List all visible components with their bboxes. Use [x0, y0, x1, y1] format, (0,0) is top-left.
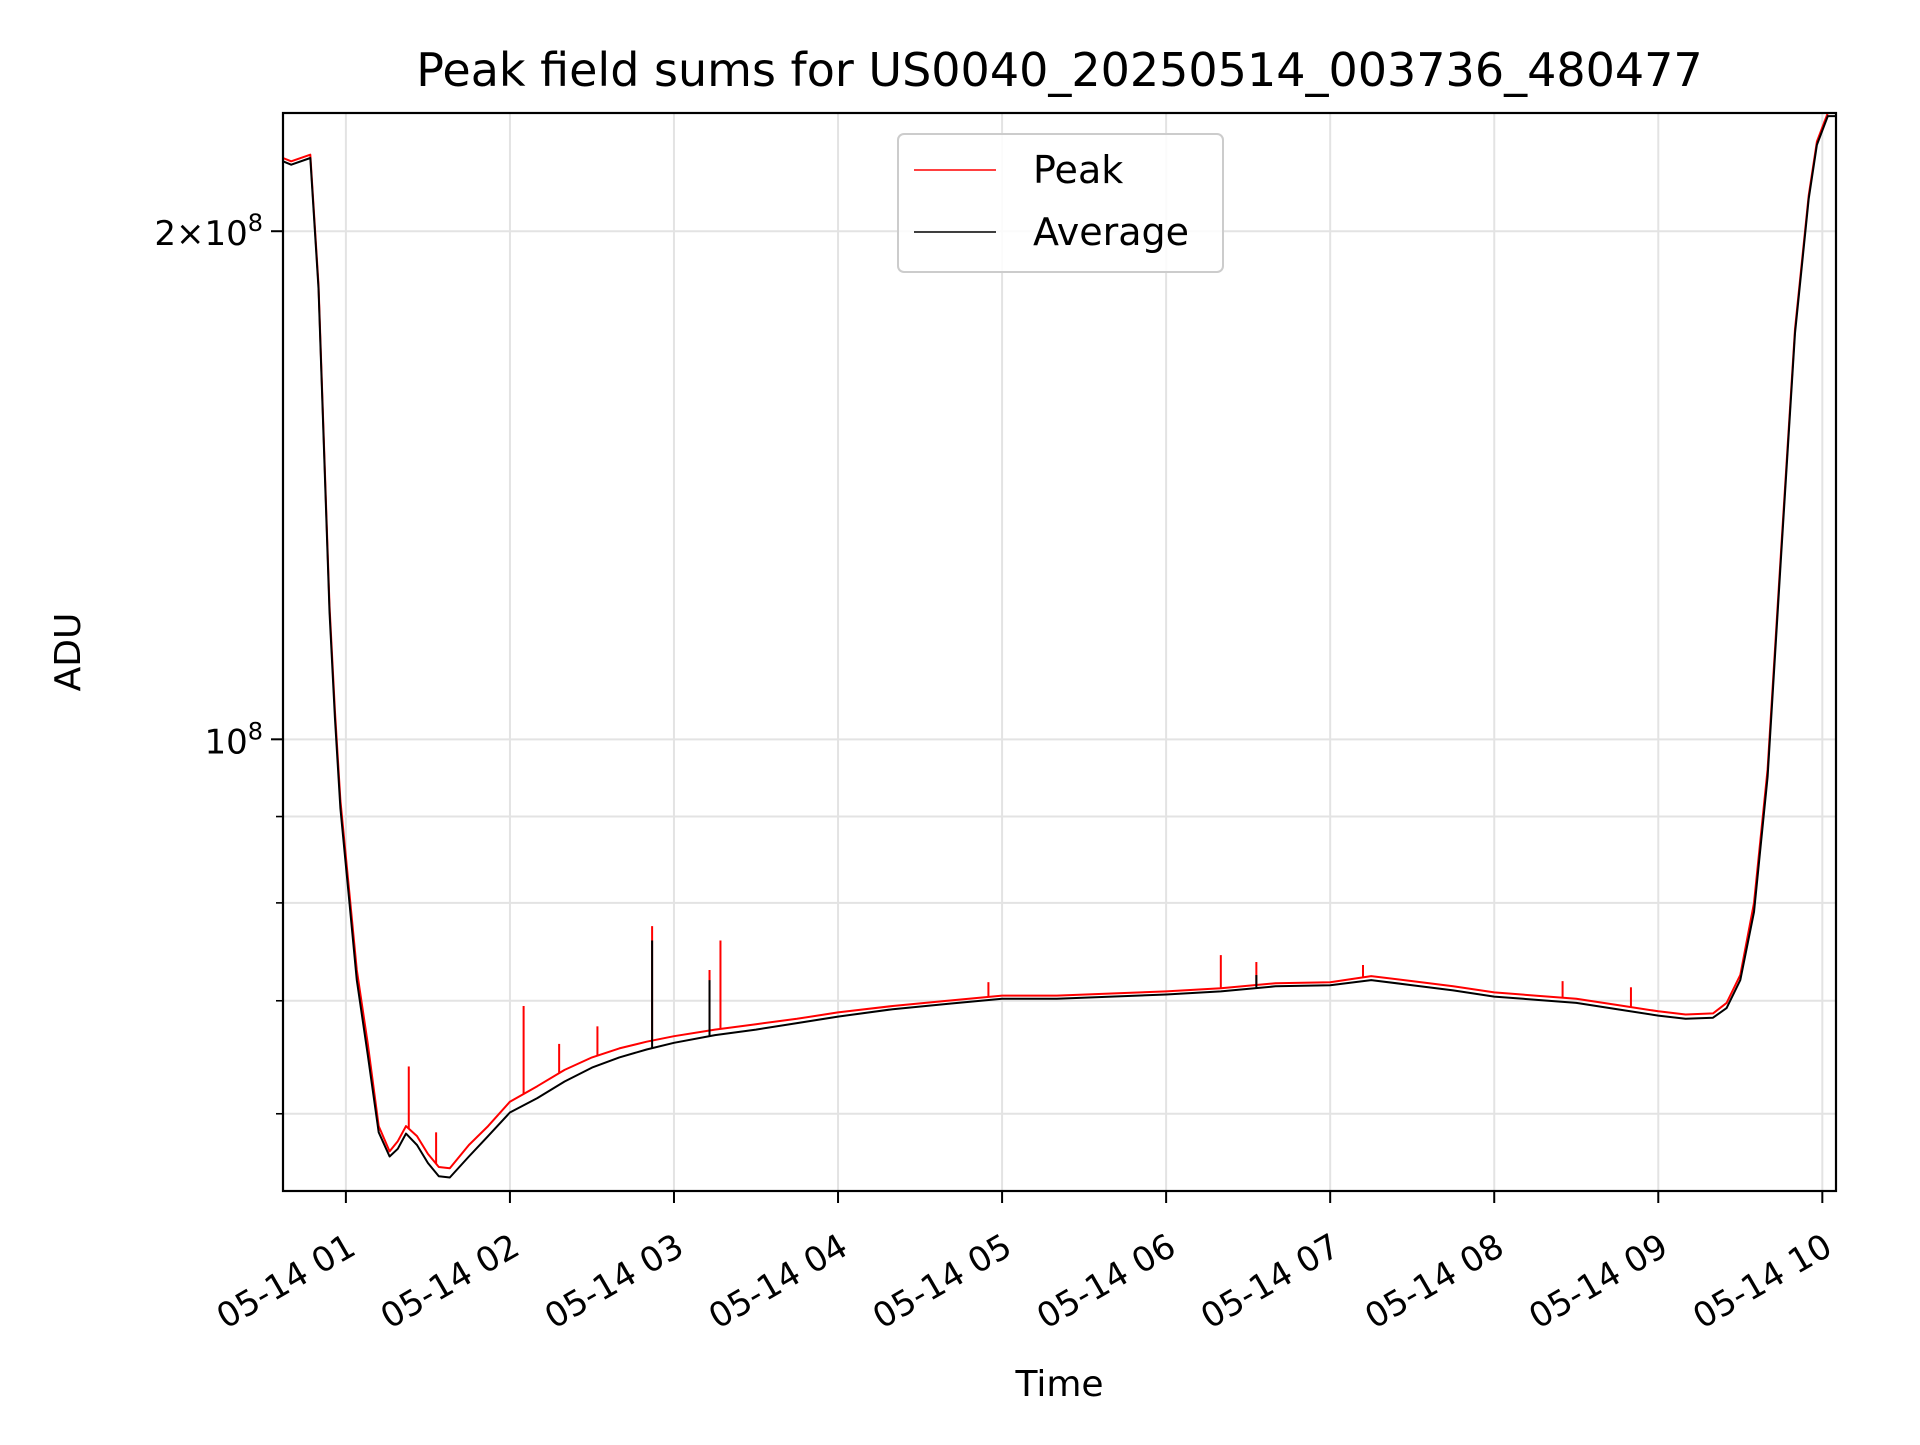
y-tick-label-exp: 8	[248, 209, 263, 237]
y-axis-label: ADU	[48, 613, 89, 692]
series-lines	[282, 112, 1836, 1179]
legend-box	[897, 133, 1224, 273]
plot-frame	[281, 111, 1838, 1193]
y-tick-label-base: 10	[204, 214, 247, 254]
y-tick-label: 108	[204, 717, 263, 762]
chart-title: Peak field sums for US0040_20250514_0037…	[416, 43, 1702, 97]
x-axis-label: Time	[1014, 1364, 1103, 1405]
y-tick-label-exp: 8	[248, 717, 263, 745]
y-tick-label: 2×108	[154, 209, 263, 254]
legend-label-peak: Peak	[1033, 148, 1123, 192]
y-tick-label-mantissa: 2×	[154, 214, 204, 254]
y-tick-label-base: 10	[204, 722, 247, 762]
series-line-average	[282, 115, 1836, 1179]
grid	[283, 113, 1836, 1191]
legend: Peak Average	[897, 133, 1224, 273]
legend-label-average: Average	[1033, 210, 1189, 254]
